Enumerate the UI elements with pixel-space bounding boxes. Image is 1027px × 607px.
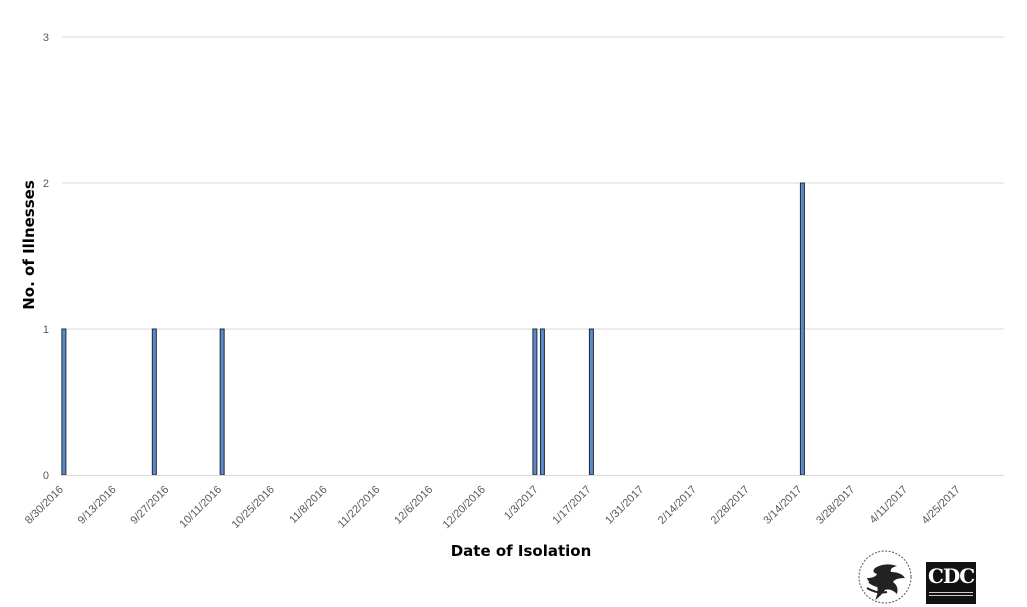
y-axis-ticks: 0 1 2 3 (43, 32, 49, 482)
x-tick-label: 4/25/2017 (920, 484, 963, 527)
bar (219, 328, 225, 476)
bar (799, 182, 805, 476)
y-tick-label: 0 (43, 470, 49, 482)
x-tick-label: 12/6/2016 (392, 484, 435, 527)
x-axis-title: Date of Isolation (451, 542, 592, 560)
gridlines (62, 36, 1004, 330)
x-tick-label: 11/22/2016 (336, 484, 383, 531)
x-tick-label: 2/28/2017 (709, 484, 752, 527)
x-tick-label: 3/28/2017 (814, 484, 857, 527)
x-tick-label: 8/30/2016 (23, 484, 66, 527)
x-tick-label: 1/3/2017 (502, 484, 541, 523)
bar (532, 328, 538, 476)
x-tick-label: 10/11/2016 (177, 484, 224, 531)
cdc-tagline-lines (929, 590, 973, 600)
y-tick-label: 2 (43, 178, 49, 190)
y-tick-label: 3 (43, 32, 49, 44)
x-tick-label: 9/13/2016 (76, 484, 119, 527)
x-tick-label: 2/14/2017 (656, 484, 699, 527)
bar (539, 328, 545, 476)
x-tick-label: 4/11/2017 (868, 484, 911, 527)
x-tick-label: 1/31/2017 (603, 484, 646, 527)
x-axis-ticks: 8/30/2016 9/13/2016 9/27/2016 10/11/2016 10/… (23, 484, 963, 531)
cdc-logo: CDC (926, 562, 976, 604)
bar (151, 328, 157, 476)
bar (588, 328, 594, 476)
bar (61, 328, 67, 476)
x-tick-label: 10/25/2016 (230, 484, 277, 531)
x-tick-label: 3/14/2017 (761, 484, 804, 527)
x-tick-label: 11/8/2016 (287, 484, 330, 527)
x-tick-label: 12/20/2016 (441, 484, 488, 531)
hhs-seal-icon (858, 550, 912, 604)
y-axis-title: No. of Illnesses (20, 180, 38, 310)
cdc-logo-text: CDC (928, 564, 975, 588)
x-tick-label: 9/27/2016 (128, 484, 171, 527)
agency-logos: CDC (855, 548, 980, 606)
x-tick-label: 1/17/2017 (550, 484, 593, 527)
y-tick-label: 1 (43, 324, 49, 336)
